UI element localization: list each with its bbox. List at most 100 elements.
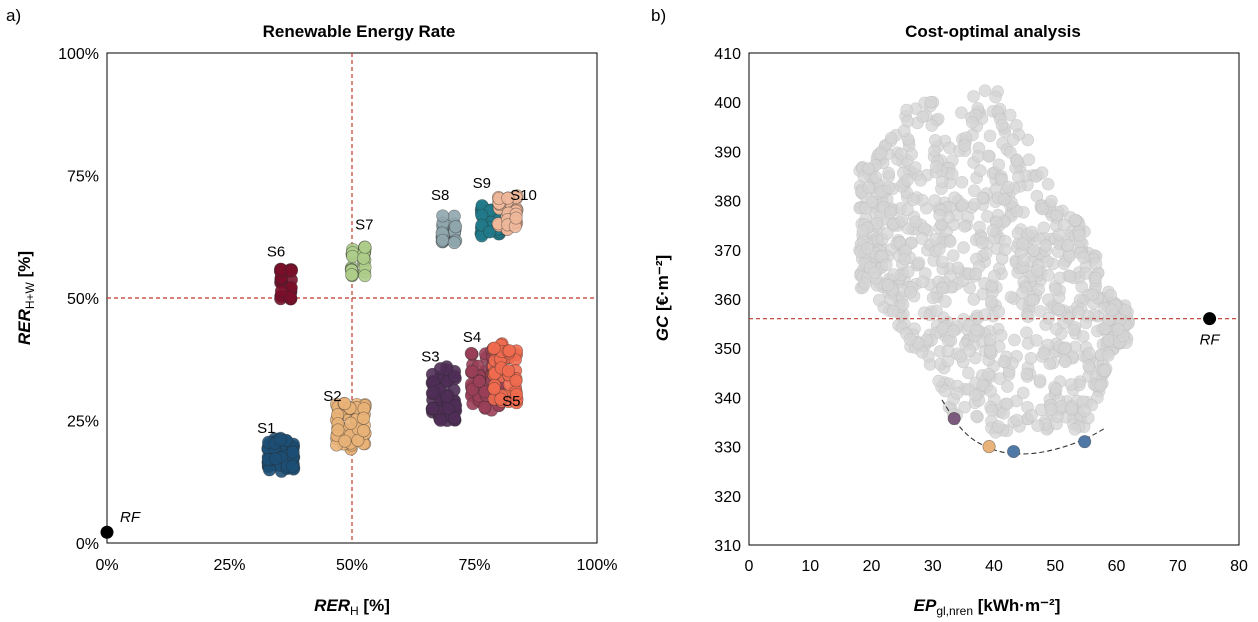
- panel-b-cloud-point: [980, 247, 993, 260]
- panel-a-point-s7: [358, 240, 372, 254]
- panel-b-cloud-point: [974, 164, 987, 177]
- panel-b-x-tick-label: 10: [801, 558, 819, 575]
- panel-b-cloud-point: [1021, 310, 1035, 324]
- panel-a-point-s2: [351, 433, 365, 447]
- panel-a-point-s10: [501, 191, 515, 205]
- panel-b-cloud-point: [1037, 221, 1051, 235]
- panel-b-cloud-point: [860, 241, 874, 255]
- panel-b-cloud-point: [1067, 323, 1080, 337]
- panel-b-cloud-point: [1049, 382, 1063, 396]
- panel-b-reference-point: [1203, 312, 1217, 326]
- panel-b-reference-label: RF: [1200, 332, 1221, 349]
- panel-b-cloud-point: [970, 323, 983, 337]
- panel-b-cloud-point: [943, 235, 957, 248]
- panel-b-cloud-point: [957, 241, 970, 254]
- panel-a-y-tick-label: 0%: [76, 536, 99, 553]
- panel-a-y-tick-label: 25%: [67, 414, 99, 431]
- panel-b-cloud-point: [1045, 194, 1058, 208]
- panel-b-cloud-point: [1037, 347, 1051, 360]
- panel-a-point-s10: [509, 211, 523, 225]
- panel-b-cloud-point: [896, 298, 910, 312]
- panel-b-cloud-point: [950, 386, 964, 400]
- panel-a-point-s3: [440, 390, 454, 404]
- panel-b-cloud-point: [992, 420, 1005, 433]
- panel-a-series-label: S8: [431, 187, 449, 204]
- panel-b-cloud-point: [1010, 119, 1023, 132]
- panel-b-cloud-point: [998, 243, 1012, 256]
- panel-b-x-tick-label: 50: [1046, 558, 1064, 575]
- panel-b-title: Cost-optimal analysis: [905, 22, 1081, 41]
- panel-b-cloud-point: [1032, 283, 1045, 296]
- panel-a-point-s1: [273, 433, 287, 447]
- panel-b-cloud-point: [1042, 311, 1056, 325]
- panel-b-cloud-point: [946, 249, 960, 262]
- panel-b-y-tick-label: 330: [714, 440, 741, 457]
- panel-a-reference-lines: [107, 53, 597, 543]
- panel-a-point-s1: [286, 445, 300, 459]
- panel-b-cloud-point: [1082, 346, 1096, 360]
- panel-b-cloud-point: [1075, 280, 1089, 294]
- panel-a-point-s5: [501, 364, 515, 378]
- panel-b-cloud-point: [887, 268, 901, 281]
- panel-b-cloud-point: [975, 236, 989, 250]
- panel-a-x-tick-label: 50%: [336, 557, 368, 574]
- panel-b-cloud-point: [969, 267, 983, 281]
- panel-b-cloud-point: [933, 208, 946, 222]
- panel-b-cloud-point: [1030, 334, 1043, 347]
- panel-b-cloud-point: [995, 118, 1009, 132]
- panel-b-pareto-point: [982, 440, 996, 454]
- panel-b-cloud-point: [962, 366, 975, 380]
- panel-a-point-s3: [426, 385, 440, 399]
- panel-b-cloud-point: [868, 266, 881, 280]
- panel-b-cloud-point: [928, 194, 942, 207]
- panel-a-ticks: 0% 25% 50% 75% 100% 0% 25% 50% 75% 100%: [58, 46, 617, 574]
- panel-b-cloud-point: [925, 119, 939, 132]
- panel-b-cloud-point: [1016, 237, 1029, 251]
- panel-b-cloud-point: [895, 214, 909, 227]
- panel-b-cloud-point: [1030, 264, 1044, 277]
- panel-b-cloud-point: [984, 384, 997, 398]
- panel-b-cloud-point: [901, 265, 915, 279]
- panel-b-cloud-point: [985, 403, 999, 417]
- panel-b-cloud-point: [1016, 386, 1030, 400]
- panel-a-reference-point: [100, 525, 114, 539]
- panel-b-y-tick-label: 360: [714, 292, 741, 309]
- panel-a-points: [100, 189, 524, 539]
- panel-b-cloud-point: [1020, 326, 1033, 340]
- panel-b-x-tick-label: 60: [1108, 558, 1126, 575]
- panel-b-cloud-point: [997, 192, 1011, 206]
- panel-a-point-s7: [357, 251, 371, 265]
- panel-b-cloud-point: [1026, 293, 1040, 307]
- panel-b-cloud-point: [1072, 228, 1086, 242]
- panel-b-cloud-point: [856, 224, 870, 238]
- panel-a-point-s3: [448, 369, 462, 383]
- panel-a-point-s3: [434, 413, 448, 427]
- panel-b-cloud-point: [882, 166, 895, 180]
- panel-b-cloud-point: [1064, 378, 1078, 391]
- panel-b-cloud-point: [914, 174, 927, 187]
- panel-a-point-s1: [268, 452, 283, 466]
- panel-b-letter: b): [651, 6, 666, 25]
- panel-b-y-tick-label: 320: [714, 489, 741, 506]
- panel-a-point-s2: [357, 424, 371, 438]
- panel-a-point-s2: [331, 423, 345, 437]
- panel-a-series-label: S4: [463, 329, 481, 346]
- panel-b-cloud-point: [968, 388, 982, 402]
- panel-b-cloud-point: [930, 304, 943, 318]
- panel-b-plot-frame: [748, 52, 1240, 546]
- panel-b-cloud-point: [903, 332, 917, 346]
- panel-b-cloud-point: [947, 324, 960, 338]
- panel-b-cloud-point: [1039, 239, 1053, 252]
- panel-a-series-label: S2: [323, 388, 341, 405]
- panel-a-point-s7: [345, 268, 359, 282]
- panel-b-cloud-point: [929, 134, 942, 147]
- panel-b-cloud-point: [976, 191, 990, 205]
- panel-b-cloud-point: [879, 258, 893, 272]
- panel-b-cloud-point: [978, 308, 992, 321]
- panel-b-cloud-point: [908, 161, 922, 174]
- panel-b-cloud-point: [1089, 271, 1103, 285]
- panel-a-point-s2: [344, 416, 358, 430]
- panel-b-x-tick-label: 80: [1230, 558, 1248, 575]
- panel-b-cloud-point: [1027, 244, 1041, 257]
- panel-b-cloud-point: [929, 160, 943, 173]
